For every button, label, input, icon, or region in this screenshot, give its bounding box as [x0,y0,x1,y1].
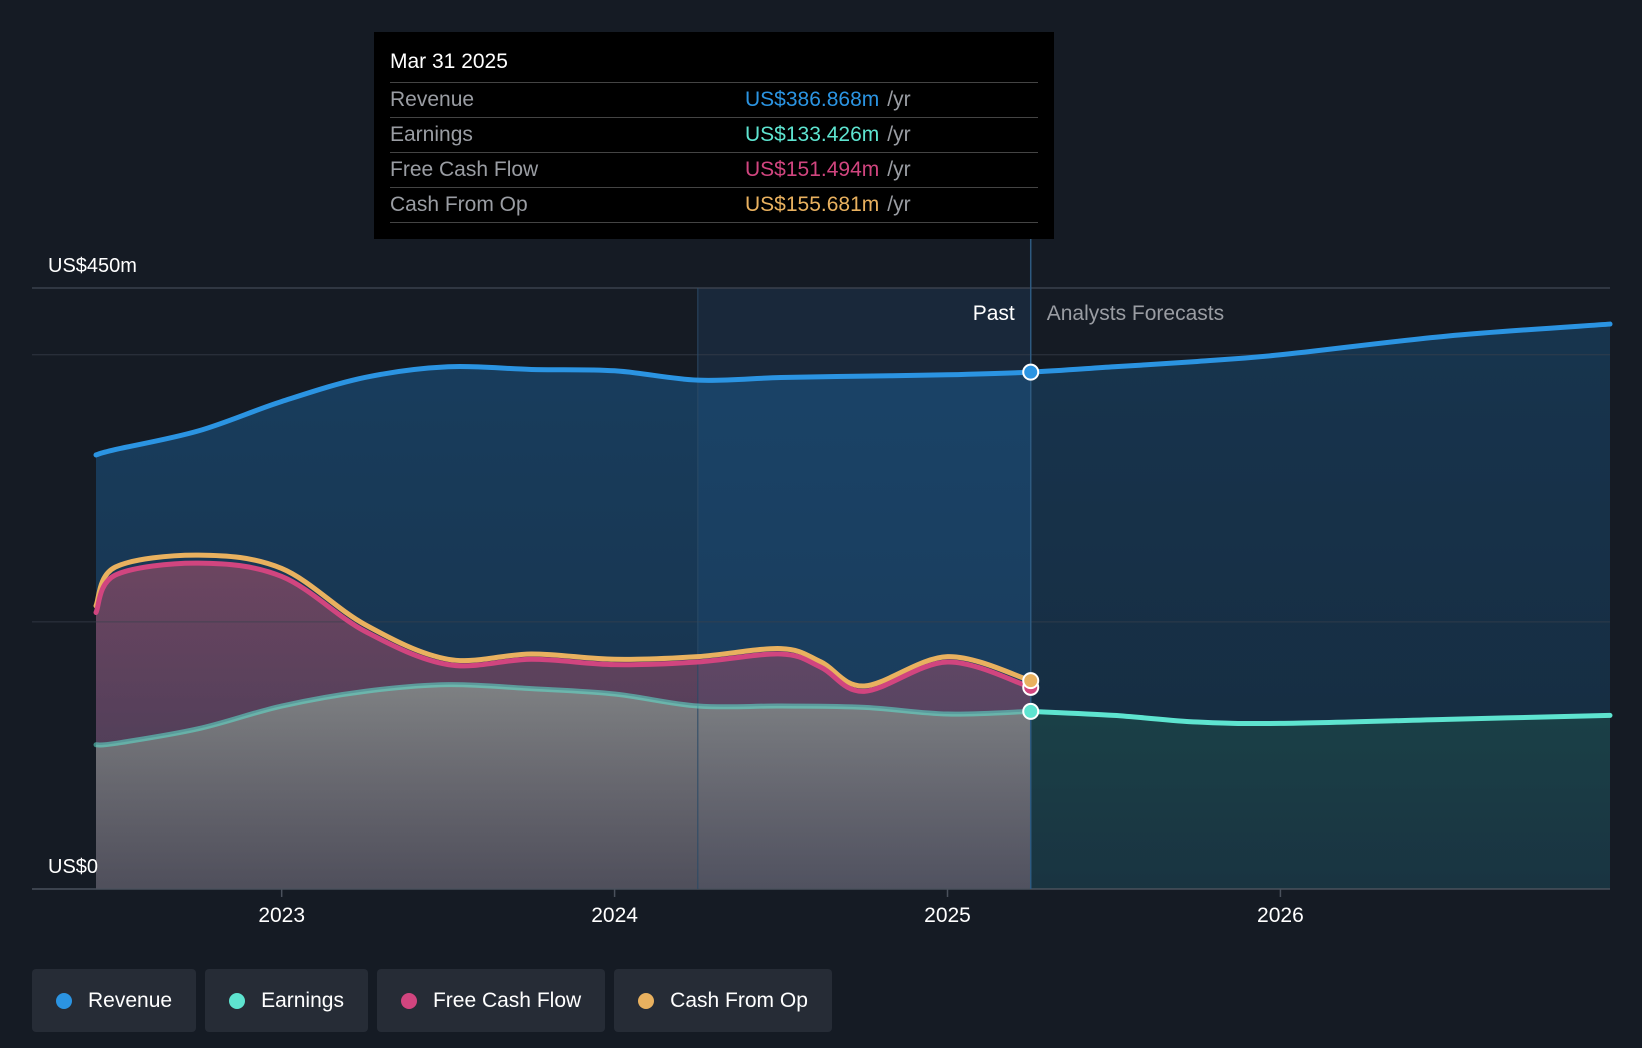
earnings-dot-icon [229,992,246,1009]
chart-legend: Revenue Earnings Free Cash Flow Cash Fro… [32,969,832,1032]
past-label: Past [973,302,1015,325]
cash-from-op-line [93,552,1034,689]
tooltip-unit: /yr [887,193,911,216]
legend-label: Free Cash Flow [432,988,582,1012]
earnings-area-forecast [1030,711,1610,889]
cash-from-op-dot-icon [638,992,655,1009]
tooltip-value: US$155.681m [745,193,880,216]
y-axis-label: US$0 [48,856,98,878]
y-axis-label: US$450m [48,255,137,277]
revenue-marker-dot [1022,363,1040,381]
earnings-area-past [96,684,1031,889]
tooltip-row-revenue: Revenue US$386.868m /yr [390,83,1038,118]
tooltip-value: US$151.494m [745,158,880,181]
data-tooltip: Mar 31 2025 Revenue US$386.868m /yr Earn… [374,32,1054,239]
tooltip-label: Earnings [390,123,473,146]
legend-label: Earnings [261,988,344,1012]
legend-free-cash-flow-button[interactable]: Free Cash Flow [376,969,606,1032]
legend-label: Revenue [88,988,173,1012]
tooltip-row-free-cash-flow: Free Cash Flow US$151.494m /yr [390,153,1038,188]
x-tick-label: 2025 [924,904,971,927]
forecast-overlay [1030,288,1610,889]
tooltip-label: Revenue [390,88,475,111]
legend-earnings-button[interactable]: Earnings [205,969,368,1032]
tooltip-date: Mar 31 2025 [390,46,1038,83]
legend-label: Cash From Op [670,988,808,1012]
tooltip-value: US$133.426m [745,123,880,146]
tooltip-unit: /yr [887,123,911,146]
revenue-line [93,321,1613,458]
revenue-dot-icon [56,992,72,1009]
x-tick-label: 2026 [1257,904,1304,927]
free-cash-flow-line [93,560,1034,694]
tooltip-unit: /yr [887,88,911,111]
x-tick-label: 2023 [258,904,305,927]
earnings-line-forecast [1028,708,1613,727]
legend-revenue-button[interactable]: Revenue [32,969,197,1032]
cash-from-op-marker-dot [1022,672,1040,690]
free-cash-flow-dot-icon [400,992,417,1009]
x-tick-label: 2024 [591,904,638,927]
legend-cash-from-op-button[interactable]: Cash From Op [614,969,832,1032]
earnings-marker-dot [1022,702,1040,720]
forecast-label: Analysts Forecasts [1047,302,1224,325]
earnings-line-past [93,682,1034,748]
tooltip-unit: /yr [887,158,911,181]
tooltip-value: US$386.868m [745,88,880,111]
tooltip-row-cash-from-op: Cash From Op US$155.681m /yr [390,188,1038,223]
tooltip-label: Cash From Op [390,193,528,216]
tooltip-label: Free Cash Flow [390,158,539,181]
tooltip-row-earnings: Earnings US$133.426m /yr [390,118,1038,153]
